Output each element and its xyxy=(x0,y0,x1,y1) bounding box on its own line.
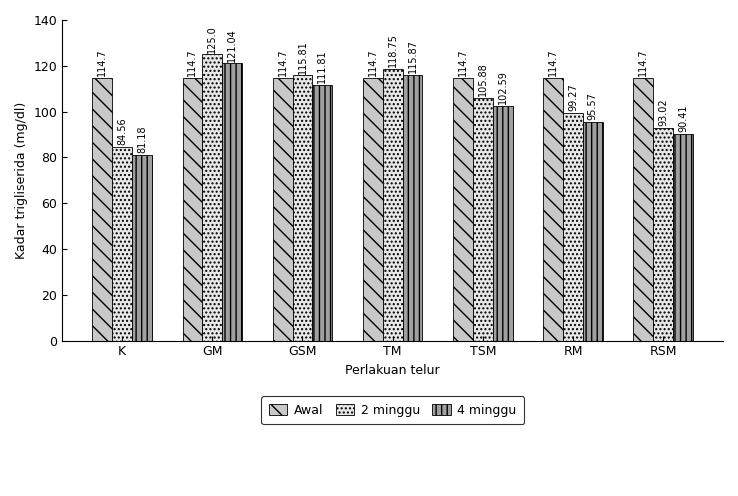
Y-axis label: Kadar trigliserida (mg/dl): Kadar trigliserida (mg/dl) xyxy=(15,102,28,259)
Text: 125.0: 125.0 xyxy=(207,25,217,53)
Bar xyxy=(473,98,493,341)
Text: 93.02: 93.02 xyxy=(658,98,668,126)
Text: 90.41: 90.41 xyxy=(678,104,688,132)
Text: 118.75: 118.75 xyxy=(387,33,398,67)
Text: 114.7: 114.7 xyxy=(458,49,468,76)
Bar xyxy=(273,78,292,341)
Text: 121.04: 121.04 xyxy=(227,28,237,62)
Text: 114.7: 114.7 xyxy=(187,49,198,76)
Text: 111.81: 111.81 xyxy=(317,49,327,83)
Text: 81.18: 81.18 xyxy=(137,125,147,153)
Bar xyxy=(673,133,693,341)
Text: 105.88: 105.88 xyxy=(477,62,488,96)
Legend: Awal, 2 minggu, 4 minggu: Awal, 2 minggu, 4 minggu xyxy=(261,396,524,424)
Text: 114.7: 114.7 xyxy=(277,49,288,76)
Text: 114.7: 114.7 xyxy=(368,49,378,76)
Text: 115.81: 115.81 xyxy=(297,40,308,73)
Text: 99.27: 99.27 xyxy=(568,84,578,112)
Bar xyxy=(92,78,112,341)
Bar xyxy=(383,68,402,341)
Bar xyxy=(453,78,473,341)
Bar xyxy=(583,122,603,341)
Bar xyxy=(112,147,132,341)
Bar xyxy=(202,55,222,341)
Text: 114.7: 114.7 xyxy=(638,49,649,76)
Bar xyxy=(312,84,332,341)
Bar xyxy=(563,113,583,341)
Text: 102.59: 102.59 xyxy=(497,70,508,104)
Bar xyxy=(402,75,422,341)
Bar xyxy=(493,106,513,341)
Bar xyxy=(182,78,202,341)
Text: 84.56: 84.56 xyxy=(117,118,127,145)
Text: 114.7: 114.7 xyxy=(97,49,107,76)
Bar xyxy=(653,127,673,341)
X-axis label: Perlakuan telur: Perlakuan telur xyxy=(345,364,440,377)
Bar xyxy=(292,75,312,341)
Bar xyxy=(132,155,152,341)
Text: 115.87: 115.87 xyxy=(407,40,418,73)
Text: 95.57: 95.57 xyxy=(588,92,598,120)
Bar xyxy=(363,78,383,341)
Bar xyxy=(222,63,242,341)
Bar xyxy=(633,78,653,341)
Text: 114.7: 114.7 xyxy=(548,49,558,76)
Bar xyxy=(543,78,563,341)
